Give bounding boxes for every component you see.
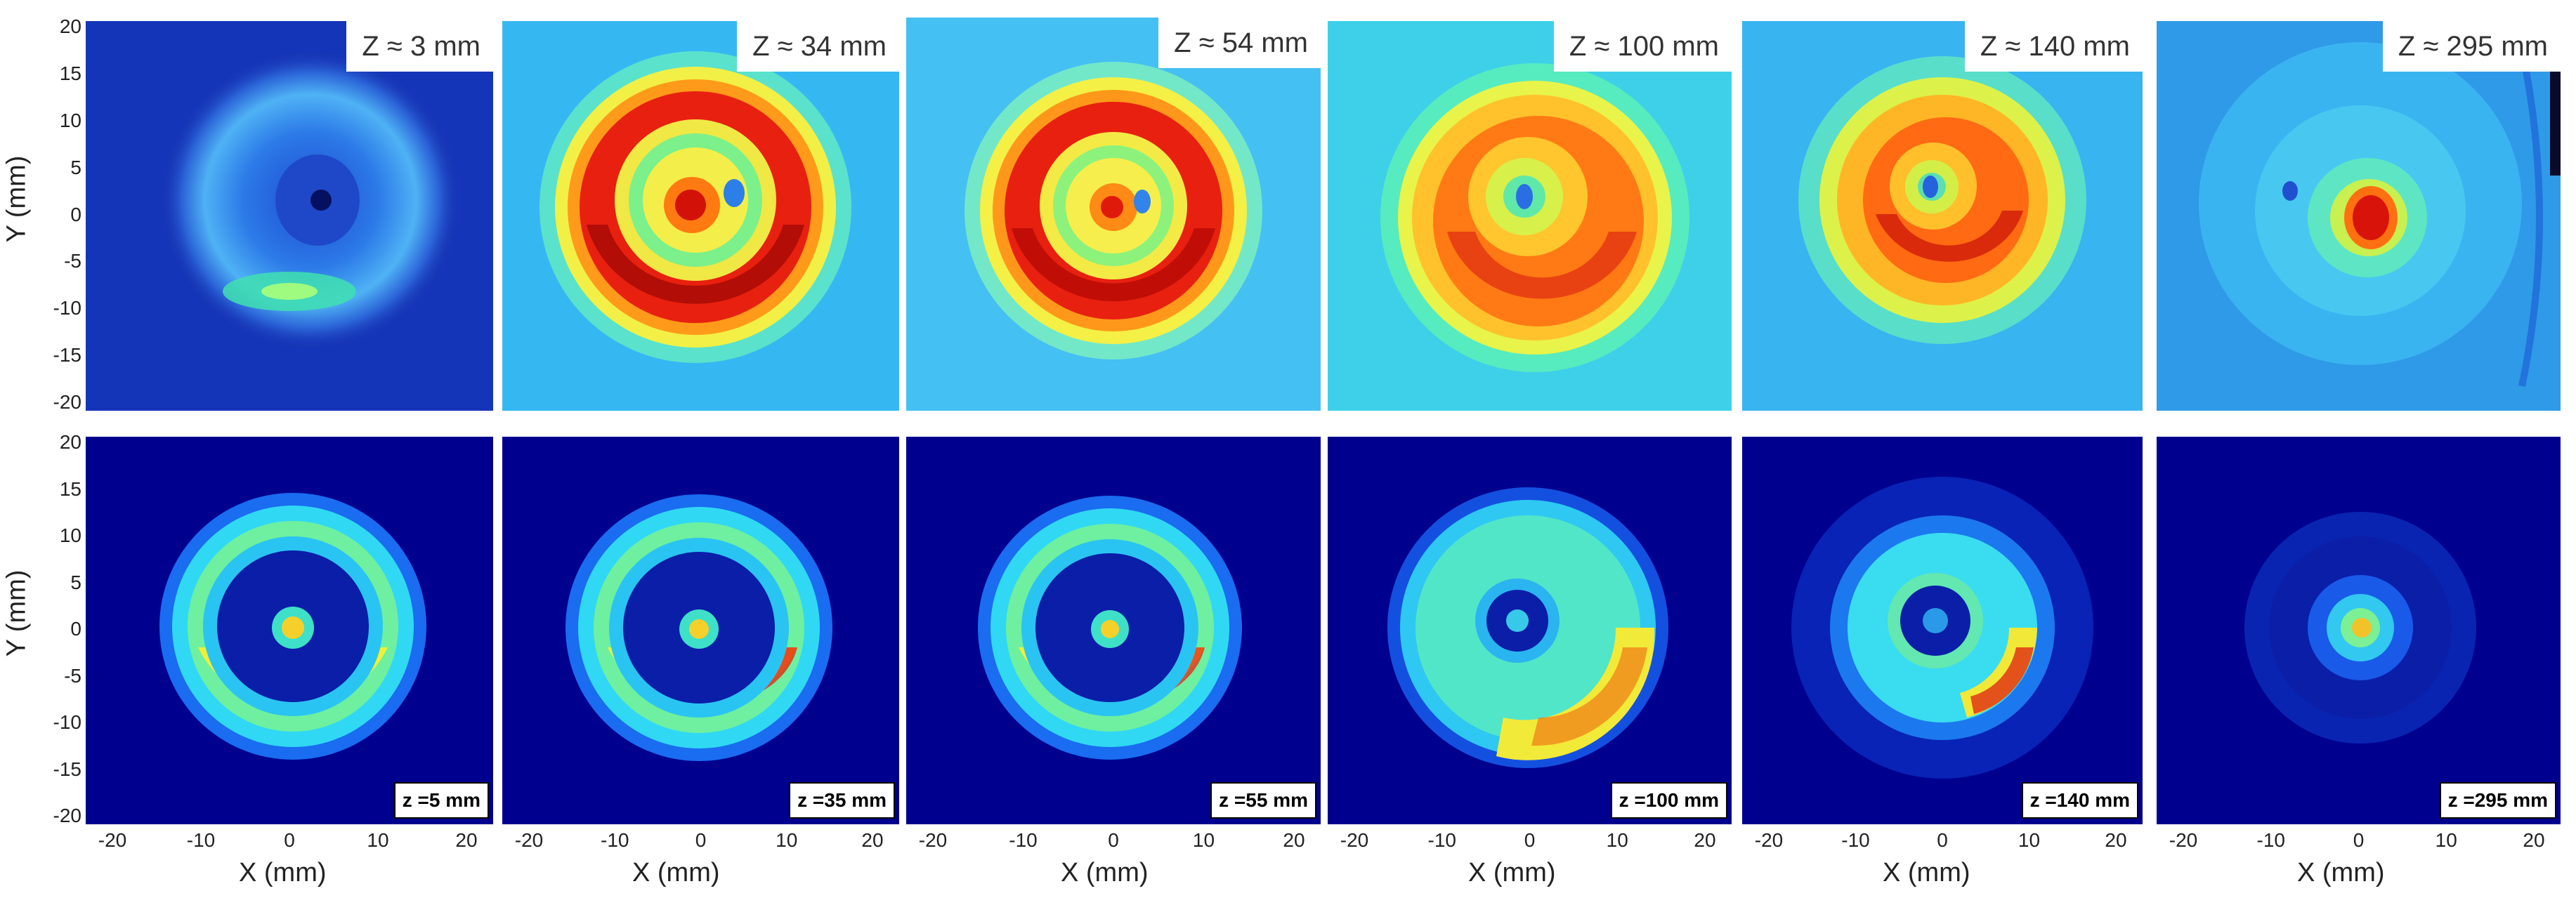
x-tick-panel3-0: -20: [918, 829, 948, 851]
x-tick-panel1-1: -10: [186, 829, 216, 851]
y-tick-bottom-2: 10: [59, 524, 81, 546]
x-tick-panel2-3: 10: [776, 829, 798, 851]
x-tick-panel6-1: -10: [2256, 829, 2285, 851]
y-tick-bottom-5: -5: [64, 664, 81, 687]
beam-image-bottom-1: [86, 437, 493, 824]
bottom-panel-1-z-label: z =5 mm: [393, 782, 489, 819]
top-panel-5-z-label: Z ≈ 140 mm: [1964, 21, 2143, 72]
top-panel-2: Z ≈ 34 mm: [502, 21, 899, 411]
y-tick-bottom-1: 15: [59, 477, 81, 500]
y-tick-top-1: 15: [59, 62, 81, 84]
x-tick-panel1-0: -20: [98, 829, 127, 851]
beam-image-bottom-3: [906, 437, 1321, 824]
x-axis-title-2: X (mm): [632, 858, 720, 887]
top-panel-1-z-label: Z ≈ 3 mm: [346, 21, 493, 72]
x-tick-panel6-3: 10: [2435, 829, 2457, 851]
x-tick-panel5-0: -20: [1754, 829, 1784, 851]
bottom-panel-5: z =140 mm: [1742, 437, 2143, 824]
bottom-panel-2: z =35 mm: [502, 437, 899, 824]
y-tick-top-4: 0: [70, 203, 81, 225]
beam-image-bottom-6: [2157, 437, 2561, 824]
top-panel-4: Z ≈ 100 mm: [1328, 21, 1732, 411]
bottom-panel-2-z-label: z =35 mm: [789, 782, 895, 819]
y-tick-top-7: -15: [53, 344, 81, 367]
x-tick-panel5-3: 10: [2018, 829, 2041, 851]
top-panel-2-z-label: Z ≈ 34 mm: [737, 21, 899, 72]
y-tick-bottom-3: 5: [70, 571, 81, 593]
x-tick-panel4-3: 10: [1606, 829, 1628, 851]
bottom-panel-5-z-label: z =140 mm: [2021, 782, 2138, 819]
x-tick-panel5-4: 20: [2105, 829, 2127, 851]
bottom-panel-3-z-label: z =55 mm: [1210, 782, 1316, 819]
beam-image-top-3: [906, 18, 1321, 411]
y-tick-top-5: -5: [64, 250, 81, 272]
top-panel-3-z-label: Z ≈ 54 mm: [1158, 18, 1321, 68]
y-tick-bottom-0: 20: [59, 431, 81, 453]
y-tick-top-0: 20: [59, 15, 81, 37]
beam-image-bottom-4: [1328, 437, 1732, 824]
x-tick-panel3-4: 20: [1283, 829, 1305, 851]
x-tick-panel4-2: 0: [1524, 829, 1536, 851]
x-tick-panel5-2: 0: [1937, 829, 1948, 851]
x-tick-panel2-4: 20: [861, 829, 884, 851]
top-panel-5: Z ≈ 140 mm: [1742, 21, 2143, 411]
x-tick-panel5-1: -10: [1841, 829, 1870, 851]
beam-image-bottom-5: [1742, 437, 2143, 824]
y-tick-top-3: 5: [70, 156, 81, 178]
y-tick-top-6: -10: [53, 297, 81, 319]
x-tick-panel6-2: 0: [2353, 829, 2365, 851]
beam-image-top-2: [502, 21, 899, 411]
y-axis-title-bottom: Y (mm): [1, 569, 32, 657]
bottom-panel-4: z =100 mm: [1328, 437, 1732, 824]
y-tick-top-8: -20: [53, 391, 81, 413]
x-tick-panel3-1: -10: [1009, 829, 1038, 851]
x-tick-panel4-1: -10: [1427, 829, 1456, 851]
beam-image-top-5: [1742, 21, 2143, 411]
top-panel-4-z-label: Z ≈ 100 mm: [1553, 21, 1732, 72]
x-tick-panel3-2: 0: [1108, 829, 1119, 851]
x-tick-panel1-4: 20: [455, 829, 478, 851]
x-axis-title-5: X (mm): [1883, 858, 1970, 887]
top-panel-3: Z ≈ 54 mm: [906, 18, 1321, 411]
bottom-panel-3: z =55 mm: [906, 437, 1321, 824]
x-axis-title-1: X (mm): [239, 858, 327, 887]
beam-image-top-1: [86, 21, 493, 411]
beam-image-bottom-2: [502, 437, 899, 824]
y-tick-bottom-6: -10: [53, 711, 81, 733]
y-tick-bottom-7: -15: [53, 758, 81, 780]
x-tick-panel1-2: 0: [284, 829, 295, 851]
y-tick-bottom-4: 0: [70, 618, 81, 640]
bottom-panel-4-z-label: z =100 mm: [1610, 782, 1727, 819]
bottom-panel-1: z =5 mm: [86, 437, 493, 824]
x-tick-panel4-0: -20: [1340, 829, 1369, 851]
x-tick-panel6-4: 20: [2523, 829, 2545, 851]
top-panel-6: Z ≈ 295 mm: [2157, 21, 2561, 411]
beam-image-top-6: [2157, 21, 2561, 411]
y-tick-top-2: 10: [59, 109, 81, 131]
beam-image-top-4: [1328, 21, 1732, 411]
x-tick-panel6-0: -20: [2169, 829, 2198, 851]
top-panel-1: Z ≈ 3 mm: [86, 21, 493, 411]
x-tick-panel3-3: 10: [1192, 829, 1215, 851]
x-tick-panel2-1: -10: [601, 829, 629, 851]
y-axis-title-top: Y (mm): [1, 155, 32, 243]
x-tick-panel1-3: 10: [367, 829, 389, 851]
x-tick-panel2-2: 0: [695, 829, 707, 851]
x-tick-panel2-0: -20: [514, 829, 544, 851]
x-axis-title-6: X (mm): [2297, 858, 2385, 887]
x-axis-title-4: X (mm): [1468, 858, 1556, 887]
bottom-panel-6-z-label: z =295 mm: [2439, 782, 2556, 819]
x-axis-title-3: X (mm): [1061, 858, 1149, 887]
bottom-panel-6: z =295 mm: [2157, 437, 2561, 824]
x-tick-panel4-4: 20: [1694, 829, 1716, 851]
top-panel-6-z-label: Z ≈ 295 mm: [2382, 21, 2561, 72]
y-tick-bottom-8: -20: [53, 805, 81, 826]
